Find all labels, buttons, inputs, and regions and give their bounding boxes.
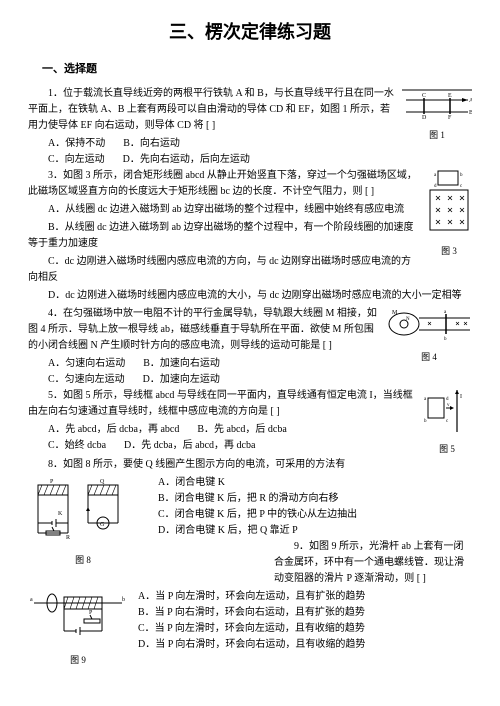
q5-opt-b: B．先 abcd，后 dcba (197, 422, 286, 438)
svg-text:b: b (444, 337, 447, 342)
q3-stem: 3．如图 3 所示，闭合矩形线圈 abcd 从静止开始竖直下落，穿过一个匀强磁场… (28, 168, 472, 200)
svg-text:B: B (469, 110, 472, 116)
svg-text:D: D (422, 115, 427, 120)
figure-3-label: 图 3 (426, 244, 472, 258)
svg-text:b: b (460, 173, 463, 178)
q5-stem: 5．如图 5 所示，导线框 abcd 与导线在同一平面内，直导线通有恒定电流 I… (28, 388, 472, 420)
q9-opt-c: C．当 P 向左滑时，环会向左运动，且有收缩的趋势 (138, 621, 472, 637)
q5-options: A．先 abcd，后 dcba，再 abcd B．先 abcd，后 dcba C… (48, 422, 472, 454)
svg-text:I: I (460, 394, 462, 400)
q5-opt-a: A．先 abcd，后 dcba，再 abcd (48, 422, 179, 438)
svg-text:K: K (58, 511, 63, 517)
q3-opt-a: A．从线圈 dc 边进入磁场到 ab 边穿出磁场的整个过程中，线圈中始终有感应电… (28, 202, 472, 218)
figure-8-label: 图 8 (28, 553, 138, 567)
svg-text:P: P (50, 479, 54, 485)
svg-text:a: a (30, 597, 33, 603)
q8-opt-b: B．闭合电键 K 后，把 R 的滑动方向右移 (158, 491, 472, 507)
svg-text:c: c (446, 419, 449, 424)
q4-opt-c: C．匀速向左运动 (48, 372, 125, 388)
q8-opt-c: C．闭合电键 K 后，把 P 中的铁心从左边抽出 (158, 507, 472, 523)
q9-stem: 9．如图 9 所示，光滑杆 ab 上套有一闭合金属环，环中有一个通电螺线管．现让… (274, 539, 472, 587)
q8-opt-d: D．闭合电键 K 后，把 Q 靠近 P (158, 523, 472, 539)
svg-text:b: b (122, 597, 125, 603)
svg-text:a: a (434, 173, 437, 178)
svg-text:R: R (66, 535, 70, 541)
section-heading: 一、选择题 (42, 61, 472, 79)
q5-opt-c: C．始终 dcba (48, 438, 106, 454)
svg-text:c: c (460, 184, 463, 189)
svg-text:a: a (424, 397, 427, 402)
q1-opt-a: A．保持不动 (48, 136, 105, 152)
figure-5-label: 图 5 (422, 442, 472, 456)
q3-opt-c: C．dc 边刚进入磁场时线圈内感应电流的方向，与 dc 边刚穿出磁场时感应电流的… (28, 254, 472, 286)
svg-text:b: b (424, 419, 427, 424)
figure-4-label: 图 4 (386, 350, 472, 364)
q4-opt-b: B．加速向右运动 (143, 356, 220, 372)
q9-opt-b: B．当 P 向右滑时，环会向右运动，且有扩张的趋势 (138, 605, 472, 621)
page-title: 三、楞次定律练习题 (28, 18, 472, 47)
svg-text:v: v (447, 403, 450, 408)
figure-5: I a d b c v 图 5 (422, 388, 472, 456)
svg-text:G: G (100, 522, 105, 528)
svg-text:E: E (448, 93, 452, 99)
q9-opt-d: D．当 P 向右滑时，环会向右运动，且有收缩的趋势 (138, 637, 472, 653)
figure-9-label: 图 9 (28, 653, 128, 667)
figure-1: C E D F A B 图 1 (402, 86, 472, 142)
q3-opt-d: D．dc 边刚进入磁场时线圈内感应电流的大小，与 dc 边刚穿出磁场时感应电流的… (28, 288, 472, 304)
q4-opt-d: D．加速向左运动 (143, 372, 220, 388)
figure-4: M N a b 图 4 (386, 306, 472, 364)
svg-text:N: N (406, 317, 410, 322)
svg-text:d: d (434, 184, 437, 189)
q5-opt-d: D．先 dcba，后 abcd，再 dcba (124, 438, 255, 454)
svg-text:P: P (89, 610, 93, 616)
q3-opt-b: B．从线圈 dc 边进入磁场到 ab 边穿出磁场的整个过程中，有一个阶段线圈的加… (28, 220, 472, 252)
q8-opt-a: A．闭合电键 K (158, 475, 472, 491)
svg-text:Q: Q (100, 479, 105, 485)
figure-9: a b P 图 9 (28, 589, 128, 667)
q4-opt-a: A．匀速向右运动 (48, 356, 125, 372)
figure-8: P R K Q G 图 8 (28, 475, 138, 567)
svg-text:F: F (448, 115, 452, 120)
svg-text:A: A (469, 98, 472, 104)
svg-text:M: M (392, 310, 398, 316)
q8-stem: 8．如图 8 所示，要使 Q 线圈产生图示方向的电流，可采用的方法有 (28, 457, 472, 473)
q1-opt-b: B．向右运动 (123, 136, 180, 152)
q1-opt-c: C．向左运动 (48, 152, 105, 168)
svg-text:d: d (446, 397, 449, 402)
svg-text:C: C (422, 93, 426, 99)
figure-3: a b d c 图 3 (426, 168, 472, 258)
q9-opt-a: A．当 P 向左滑时，环会向左运动，且有扩张的趋势 (138, 589, 472, 605)
q8-options: A．闭合电键 K B．闭合电键 K 后，把 R 的滑动方向右移 C．闭合电键 K… (158, 475, 472, 539)
figure-1-label: 图 1 (402, 128, 472, 142)
q1-opt-d: D．先向右运动，后向左运动 (123, 152, 250, 168)
q9-options: A．当 P 向左滑时，环会向左运动，且有扩张的趋势 B．当 P 向右滑时，环会向… (138, 589, 472, 653)
